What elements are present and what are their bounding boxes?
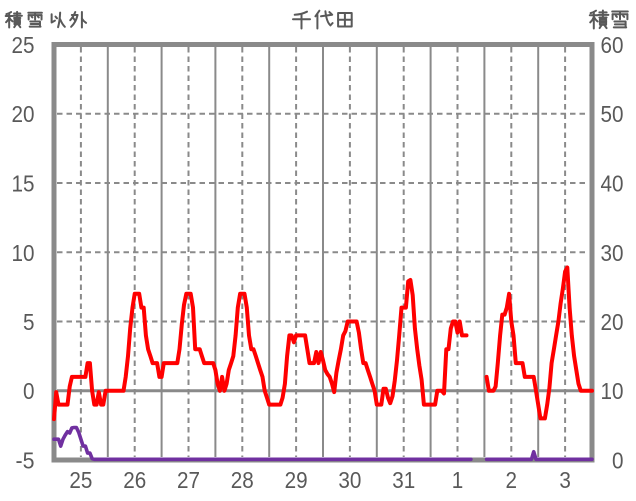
svg-text:30: 30 xyxy=(338,467,361,493)
svg-text:20: 20 xyxy=(601,309,624,335)
svg-text:40: 40 xyxy=(601,171,624,197)
svg-text:25: 25 xyxy=(12,32,35,58)
svg-text:-5: -5 xyxy=(16,448,35,474)
svg-text:29: 29 xyxy=(285,467,308,493)
svg-text:2: 2 xyxy=(506,467,518,493)
svg-text:60: 60 xyxy=(601,32,624,58)
svg-text:26: 26 xyxy=(123,467,146,493)
svg-text:1: 1 xyxy=(452,467,464,493)
svg-text:20: 20 xyxy=(12,101,35,127)
svg-text:3: 3 xyxy=(559,467,571,493)
svg-text:0: 0 xyxy=(612,448,624,474)
svg-text:50: 50 xyxy=(601,101,624,127)
svg-text:0: 0 xyxy=(23,378,35,404)
svg-text:25: 25 xyxy=(69,467,92,493)
svg-text:10: 10 xyxy=(12,240,35,266)
svg-text:10: 10 xyxy=(601,378,624,404)
svg-text:30: 30 xyxy=(601,240,624,266)
svg-text:15: 15 xyxy=(12,171,35,197)
svg-text:27: 27 xyxy=(177,467,200,493)
svg-text:31: 31 xyxy=(392,467,415,493)
svg-text:5: 5 xyxy=(23,309,35,335)
svg-text:28: 28 xyxy=(231,467,254,493)
